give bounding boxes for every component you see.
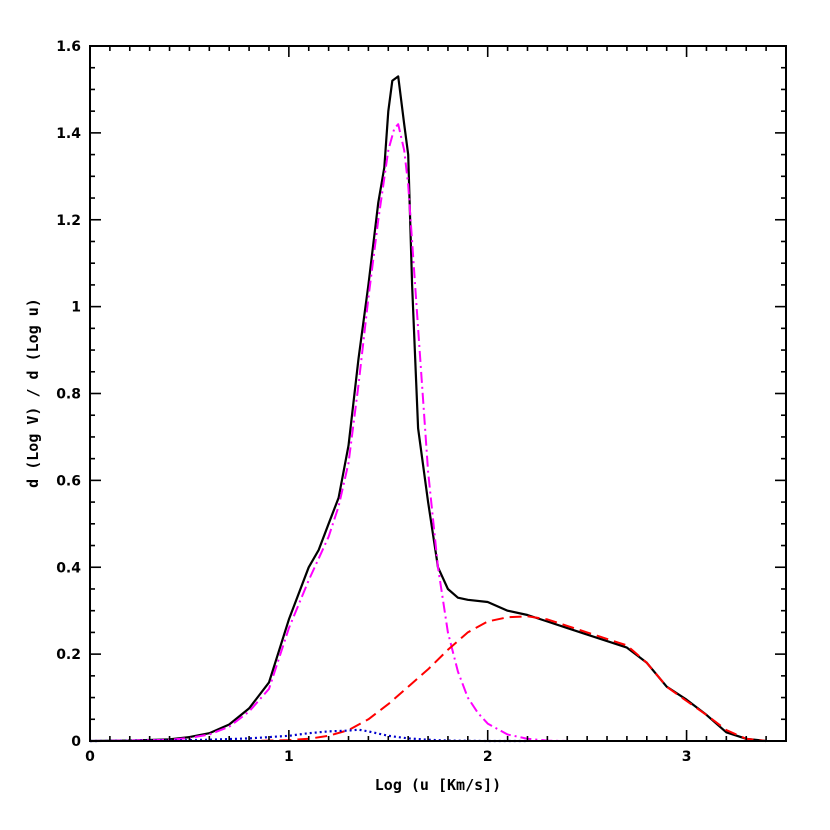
tick-layer: 0 1 2 3 0 0.2 0.4 0.6 0.8 1 1.2 1.4 1.6 (56, 39, 787, 765)
x-tick-label: 1 (284, 749, 294, 765)
y-tick-label: 1 (71, 300, 81, 316)
y-tick-label: 0.8 (56, 387, 81, 403)
series-layer (89, 75, 767, 743)
y-tick-label: 1.4 (56, 126, 81, 142)
series-line-dashed (189, 615, 767, 742)
plot-frame (89, 45, 787, 742)
y-tick-label: 0 (71, 734, 81, 750)
series-line-dash-dot (89, 123, 568, 742)
y-tick-label: 0.6 (56, 473, 81, 489)
x-tick-label: 3 (682, 749, 692, 765)
series-line-solid (89, 75, 767, 743)
y-tick-label: 0.2 (56, 647, 81, 663)
x-axis-title: Log (u [Km/s]) (375, 776, 501, 794)
x-tick-label: 2 (483, 749, 493, 765)
y-tick-label: 1.6 (56, 39, 81, 55)
y-tick-label: 0.4 (56, 560, 81, 576)
x-tick-label: 0 (85, 749, 95, 765)
y-tick-label: 1.2 (56, 213, 81, 229)
y-axis-title: d (Log V) / d (Log u) (24, 298, 42, 488)
